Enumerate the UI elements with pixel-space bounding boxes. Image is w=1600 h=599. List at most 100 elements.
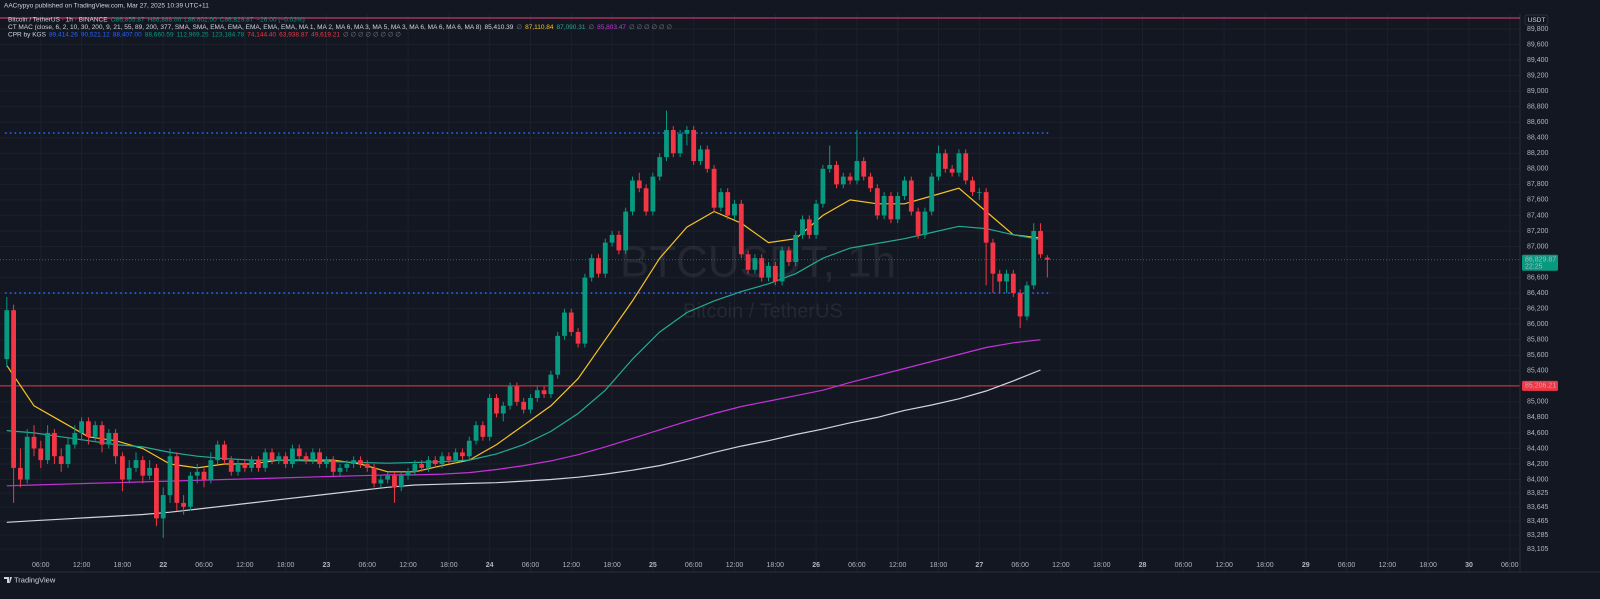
candle-body <box>997 273 1003 282</box>
y-tick-label: 89,800 <box>1527 26 1549 33</box>
y-tick-label: 83,645 <box>1527 504 1549 511</box>
candle-body <box>262 452 268 468</box>
candle-body <box>201 471 207 480</box>
x-tick-label: 18:00 <box>277 562 295 569</box>
x-tick-label: 18:00 <box>767 562 785 569</box>
candle-body <box>215 444 221 461</box>
y-tick-label: 83,465 <box>1527 518 1549 525</box>
candle-body <box>276 456 282 461</box>
y-tick-label: 84,000 <box>1527 476 1549 483</box>
y-tick-label: 89,000 <box>1527 88 1549 95</box>
candle-body <box>235 464 241 472</box>
brand: TradingView <box>14 575 56 584</box>
candle-body <box>310 452 316 461</box>
candle-body <box>990 242 996 274</box>
candle-body <box>188 475 193 507</box>
candle-body <box>677 133 683 154</box>
x-tick-label: 06:00 <box>32 562 50 569</box>
legend-row: Bitcoin / TetherUS · 1h · BINANCE O86,855… <box>8 16 305 23</box>
candle-body <box>915 211 921 235</box>
x-tick-label: 28 <box>1139 562 1147 569</box>
candle-body <box>528 397 533 410</box>
candle-body <box>1010 273 1016 294</box>
candle-body <box>738 203 744 255</box>
legend-value: 87,090.31 <box>557 24 586 31</box>
candle-body <box>650 176 656 212</box>
candle-body <box>745 254 751 270</box>
candle-body <box>344 464 350 468</box>
candle-body <box>439 456 445 465</box>
candle-body <box>834 164 839 185</box>
y-tick-label: 86,200 <box>1527 305 1549 312</box>
x-tick-label: 24 <box>486 562 494 569</box>
candle-body <box>704 149 710 169</box>
x-tick-label: 18:00 <box>930 562 948 569</box>
candle-body <box>133 460 139 468</box>
y-tick-label: 85,000 <box>1527 399 1549 406</box>
candle-body <box>45 432 51 461</box>
ma-line <box>6 225 1041 464</box>
candle-body <box>52 432 57 457</box>
candle-body <box>419 464 425 468</box>
candle-body <box>480 425 486 437</box>
y-tick-label: 89,200 <box>1527 72 1549 79</box>
x-tick-label: 06:00 <box>358 562 376 569</box>
candle-body <box>405 471 411 476</box>
y-tick-label: 89,600 <box>1527 41 1549 48</box>
candle-body <box>140 460 146 476</box>
candle-body <box>154 467 159 519</box>
candle-body <box>500 405 506 414</box>
candle-body <box>759 258 765 278</box>
candle-body <box>806 219 812 235</box>
candle-body <box>432 460 438 465</box>
candle-body <box>269 452 275 461</box>
legend-value: 112,969.25 <box>177 31 209 38</box>
alert-price-label: 85,206.21 <box>1525 383 1556 390</box>
candle-body <box>555 335 561 375</box>
x-tick-label: 12:00 <box>1215 562 1233 569</box>
legend-row: CPR by KGS 89,414.26 90,521.12 88,407.00 88,… <box>8 31 401 38</box>
candle-body <box>330 460 336 472</box>
legend-value: O86,855.87 <box>111 16 145 23</box>
legend-value: 90,521.12 <box>81 31 110 38</box>
candle-body <box>623 211 629 251</box>
y-tick-label: 86,600 <box>1527 274 1549 281</box>
candle-body <box>732 203 737 216</box>
candle-body <box>228 460 234 472</box>
candle-body <box>398 475 404 488</box>
candle-body <box>840 176 846 185</box>
y-tick-label: 85,800 <box>1527 337 1549 344</box>
y-tick-label: 84,200 <box>1527 461 1549 468</box>
candle-body <box>371 467 377 484</box>
candle-body <box>487 397 493 437</box>
candle-body <box>902 180 907 197</box>
candle-body <box>922 211 928 235</box>
x-tick-label: 12:00 <box>889 562 907 569</box>
candle-body <box>534 390 540 398</box>
candle-body <box>786 250 792 263</box>
candle-body <box>473 425 479 441</box>
candle-body <box>861 161 867 177</box>
legend-value: 85,410.39 <box>485 24 514 31</box>
candle-body <box>711 168 717 208</box>
x-tick-label: 12:00 <box>399 562 417 569</box>
x-tick-label: 12:00 <box>1052 562 1070 569</box>
candle-body <box>1044 257 1050 260</box>
candle-body <box>208 460 214 480</box>
candle-body <box>548 374 554 395</box>
candle-body <box>630 180 635 212</box>
candle-body <box>303 456 309 461</box>
candle-body <box>827 164 833 169</box>
y-tick-label: 87,400 <box>1527 212 1549 219</box>
x-tick-label: 06:00 <box>1011 562 1029 569</box>
candle-body <box>494 397 499 414</box>
candle-body <box>222 444 227 461</box>
candle-body <box>562 312 567 336</box>
x-tick-label: 23 <box>323 562 331 569</box>
candle-body <box>58 456 64 465</box>
candle-body <box>976 192 982 193</box>
x-tick-label: 06:00 <box>1501 562 1519 569</box>
candle-body <box>31 436 37 449</box>
axes: 89,800 89,600 89,400 89,200 89,000 88,800 88,6… <box>32 26 1558 569</box>
candle-body <box>956 153 962 173</box>
